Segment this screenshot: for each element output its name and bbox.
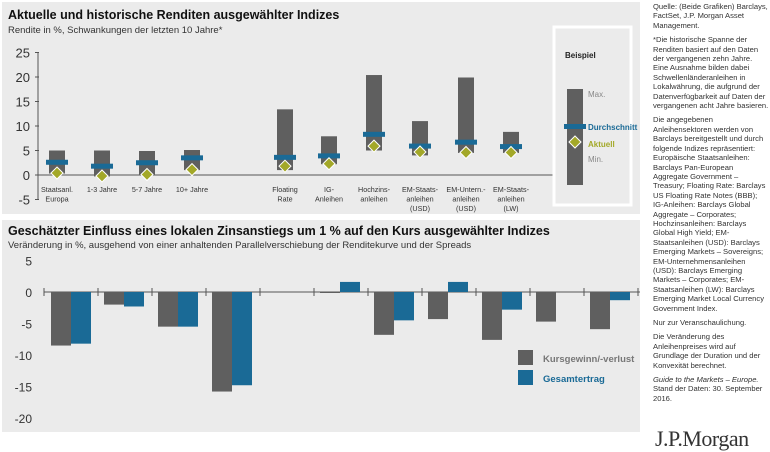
current-marker xyxy=(185,162,199,177)
x-tick-label: Hochzins-anleihen xyxy=(358,185,391,204)
chart-panel-yields: Aktuelle und historische Renditen ausgew… xyxy=(2,2,640,214)
notes-column: Quelle: (Beide Grafiken) Barclays, FactS… xyxy=(653,2,769,408)
source-note: Quelle: (Beide Grafiken) Barclays, FactS… xyxy=(653,2,768,30)
legend-swatch xyxy=(518,350,533,365)
illustration-note: Nur zur Veranschaulichung. xyxy=(653,318,747,327)
bar-total-return xyxy=(232,292,252,386)
y-tick-label: 5 xyxy=(25,255,32,269)
y-tick-label: -10 xyxy=(15,349,33,363)
legend-current-marker xyxy=(568,135,582,149)
legend-min-label: Min. xyxy=(588,155,603,164)
current-marker xyxy=(504,145,518,160)
legend-current-label: Aktuell xyxy=(588,140,615,149)
current-marker xyxy=(278,159,292,173)
chart-subtitle: Veränderung in %, ausgehend von einer an… xyxy=(8,240,472,251)
bar-price-change xyxy=(320,292,340,293)
current-marker xyxy=(413,145,427,159)
y-tick-label: -5 xyxy=(21,318,32,332)
bar-price-change xyxy=(374,292,394,335)
bar-total-return xyxy=(502,292,522,310)
y-tick-label: 0 xyxy=(23,168,30,183)
current-marker xyxy=(367,139,381,153)
legend-title: Beispiel xyxy=(565,51,596,60)
average-marker xyxy=(274,154,296,160)
range-bar xyxy=(458,77,474,153)
bar-total-return xyxy=(178,292,198,327)
data-date: Stand der Daten: 30. September 2016. xyxy=(653,384,763,403)
bar-price-change xyxy=(212,292,232,392)
yield-range-chart: 25 20 15 10 5 0 -5 Staatsanl. Europa 1-3 Jahre 5-7… xyxy=(16,25,638,213)
bar-total-return xyxy=(394,292,414,321)
y-tick-label: -15 xyxy=(15,381,33,395)
y-tick-label: 20 xyxy=(16,70,30,85)
bar-price-change xyxy=(536,292,556,322)
range-bar xyxy=(366,75,382,151)
y-tick-label: 0 xyxy=(25,286,32,300)
footnote: *Die historische Spanne der Renditen bas… xyxy=(653,35,769,111)
legend-average-label: Durchschnitt xyxy=(588,123,638,132)
x-tick-label: EM-Staats-anleihen (LW) xyxy=(493,185,530,213)
current-marker xyxy=(95,169,109,183)
current-marker xyxy=(322,157,336,171)
bar-price-change xyxy=(51,292,71,346)
legend-label: Kursgewinn/-verlust xyxy=(543,354,635,365)
legend-box xyxy=(552,25,633,207)
average-marker xyxy=(91,163,113,169)
y-tick-label: 15 xyxy=(16,95,30,110)
range-bar xyxy=(94,150,110,177)
chart-title: Aktuelle und historische Renditen ausgew… xyxy=(8,8,340,22)
bar-total-return xyxy=(71,292,91,344)
bar-price-change xyxy=(428,292,448,320)
average-marker xyxy=(318,153,340,159)
y-tick-label: 10 xyxy=(16,119,30,134)
legend-label: Gesamtertrag xyxy=(543,374,605,385)
current-marker xyxy=(459,145,473,160)
x-tick-label: EM-Untern.-anleihen (USD) xyxy=(446,185,486,213)
average-marker xyxy=(46,159,68,165)
bar-total-return xyxy=(124,292,144,307)
x-tick-label: EM-Staats-anleihen (USD) xyxy=(402,185,439,213)
y-tick-label: -20 xyxy=(15,412,33,426)
legend-swatch xyxy=(518,370,533,385)
x-tick-label: Staatsanl. Europa xyxy=(41,185,73,204)
chart-panel-rate-impact: Geschätzter Einfluss eines lokalen Zinsa… xyxy=(2,220,640,432)
current-marker xyxy=(140,167,154,182)
y-tick-label: 25 xyxy=(16,46,30,61)
jpmorgan-logo: J.P.Morgan xyxy=(655,426,749,451)
x-tick-label: 1-3 Jahre xyxy=(87,185,117,194)
average-marker xyxy=(136,160,158,166)
guide-title: Guide to the Markets – Europe. xyxy=(653,375,759,385)
legend-average-marker xyxy=(564,124,586,129)
bar-total-return xyxy=(448,281,468,292)
x-tick-label: Floating Rate xyxy=(272,185,298,204)
legend-max-label: Max. xyxy=(588,90,605,99)
chart-title: Geschätzter Einfluss eines lokalen Zinsa… xyxy=(8,224,550,238)
x-tick-label: 5-7 Jahre xyxy=(132,185,162,194)
average-marker xyxy=(181,155,203,161)
x-tick-label: IG-Anleihen xyxy=(315,185,343,204)
bar-total-return xyxy=(340,281,360,292)
bar-price-change xyxy=(158,292,178,327)
chart-subtitle: Rendite in %, Schwankungen der letzten 1… xyxy=(8,25,223,36)
bar-total-return xyxy=(610,292,630,301)
current-marker xyxy=(50,166,64,180)
average-marker xyxy=(455,139,477,145)
average-marker xyxy=(363,131,385,137)
duration-note: Die Veränderung des Anleihenpreises wird… xyxy=(653,332,761,370)
y-tick-label: 5 xyxy=(23,144,30,159)
bar-price-change xyxy=(590,292,610,330)
x-tick-label: 10+ Jahre xyxy=(176,185,208,194)
bar-price-change xyxy=(104,292,124,305)
y-tick-label: -5 xyxy=(18,193,30,208)
bar-price-change xyxy=(482,292,502,340)
index-note: Die angegebenen Anleihensektoren werden … xyxy=(653,115,766,313)
